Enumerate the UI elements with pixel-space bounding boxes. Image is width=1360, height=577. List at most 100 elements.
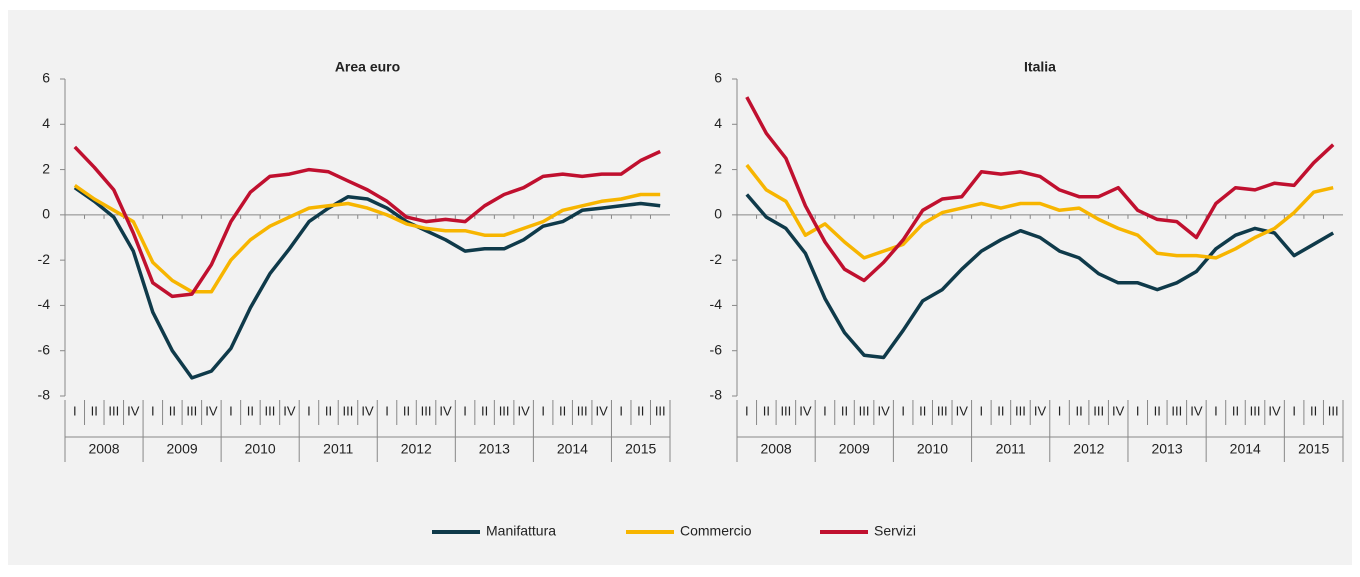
year-label: 2014 [1230,441,1261,457]
x-tick-label: I [541,403,545,418]
x-tick-label: III [937,403,948,418]
year-label: 2013 [479,441,510,457]
x-tick-label: III [108,403,119,418]
x-tick-label: I [151,403,155,418]
x-tick-label: III [1171,403,1182,418]
legend-label: Manifattura [486,523,556,539]
y-tick-label: -2 [710,251,723,267]
x-tick-label: IV [517,403,530,418]
y-tick-label: 6 [714,70,722,86]
x-tick-label: II [481,403,488,418]
series-line [745,193,1335,360]
series-line [745,96,1335,283]
x-tick-label: IV [799,403,812,418]
series-line [73,183,661,294]
x-tick-label: III [859,403,870,418]
y-tick-label: 0 [42,206,50,222]
x-tick-label: III [1250,403,1261,418]
y-tick-label: 2 [42,160,50,176]
background [8,10,1352,565]
x-tick-label: II [325,403,332,418]
x-tick-label: I [385,403,389,418]
x-tick-label: III [264,403,275,418]
y-tick-label: -6 [38,341,51,357]
x-tick-label: II [169,403,176,418]
year-label: 2012 [401,441,432,457]
x-tick-label: II [403,403,410,418]
x-tick-label: III [1328,403,1339,418]
x-tick-label: IV [361,403,374,418]
year-label: 2015 [1298,441,1329,457]
year-label: 2011 [996,441,1026,457]
y-tick-label: 6 [42,70,50,86]
x-tick-label: I [463,403,467,418]
x-tick-label: II [1310,403,1317,418]
y-tick-label: -4 [38,296,51,312]
x-tick-label: II [1232,403,1239,418]
x-tick-label: II [247,403,254,418]
x-tick-label: III [186,403,197,418]
x-tick-label: I [307,403,311,418]
series-line [73,186,661,380]
x-tick-label: IV [283,403,296,418]
x-tick-label: IV [439,403,452,418]
y-tick-label: 4 [714,115,722,131]
y-tick-label: -8 [710,387,723,403]
x-tick-label: III [421,403,432,418]
x-tick-label: II [841,403,848,418]
y-tick-label: 2 [714,160,722,176]
year-label: 2009 [167,441,198,457]
series-line [745,163,1334,260]
year-label: 2014 [557,441,588,457]
year-label: 2011 [323,441,353,457]
y-tick-label: -8 [38,387,51,403]
x-tick-label: IV [127,403,140,418]
x-tick-label: I [229,403,233,418]
x-tick-label: IV [1112,403,1125,418]
x-tick-label: III [1093,403,1104,418]
chart-title: Italia [1024,59,1056,75]
x-tick-label: II [1075,403,1082,418]
x-tick-label: II [559,403,566,418]
x-tick-label: III [343,403,354,418]
x-tick-label: I [1058,403,1062,418]
x-tick-label: III [499,403,510,418]
x-tick-label: IV [1268,403,1281,418]
x-tick-label: IV [596,403,609,418]
y-tick-label: -2 [38,251,51,267]
x-tick-label: IV [1190,403,1203,418]
x-tick-label: II [997,403,1004,418]
x-tick-label: IV [205,403,218,418]
x-tick-label: I [980,403,984,418]
x-tick-label: I [73,403,77,418]
legend-label: Servizi [874,523,916,539]
x-tick-label: II [763,403,770,418]
y-tick-label: -4 [710,296,723,312]
year-label: 2012 [1073,441,1104,457]
x-tick-label: II [637,403,644,418]
x-tick-label: II [91,403,98,418]
x-tick-label: III [1015,403,1026,418]
y-tick-label: -6 [710,341,723,357]
year-label: 2013 [1151,441,1182,457]
x-tick-label: III [655,403,666,418]
x-tick-label: II [1154,403,1161,418]
year-label: 2015 [625,441,656,457]
year-label: 2008 [761,441,792,457]
x-tick-label: I [619,403,623,418]
x-tick-label: II [919,403,926,418]
chart-title: Area euro [335,59,400,75]
y-tick-label: 0 [714,206,722,222]
x-tick-label: I [1136,403,1140,418]
year-label: 2010 [917,441,948,457]
year-label: 2008 [88,441,119,457]
x-tick-label: I [1214,403,1218,418]
y-tick-label: 4 [42,115,50,131]
x-tick-label: I [901,403,905,418]
year-label: 2009 [839,441,870,457]
x-tick-label: III [577,403,588,418]
x-tick-label: IV [1034,403,1047,418]
x-tick-label: I [1292,403,1296,418]
series-line [73,145,661,299]
